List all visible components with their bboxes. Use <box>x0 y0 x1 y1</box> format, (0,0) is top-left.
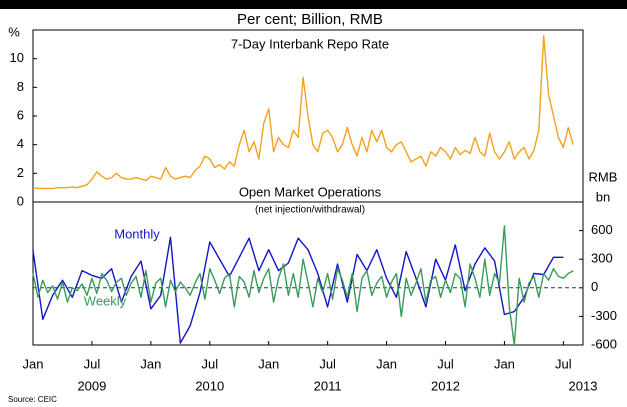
x-tick-label: Jul <box>555 356 572 371</box>
data-line <box>32 236 564 344</box>
data-line <box>32 35 574 190</box>
source: Source: CEIC <box>8 395 57 404</box>
year-label: 2011 <box>314 378 342 393</box>
y-tick-label: 6 <box>17 107 24 122</box>
x-tick-label: Jan <box>23 356 44 371</box>
series-label: Monthly <box>114 226 160 241</box>
y-tick-label: 4 <box>17 136 24 151</box>
panel-subtitle: (net injection/withdrawal) <box>255 205 365 216</box>
top-band <box>0 0 627 9</box>
series-label: Weekly <box>84 293 127 308</box>
y-tick-label: 8 <box>17 79 24 94</box>
y-tick-label: 0 <box>17 193 24 208</box>
y-tick-label: -600 <box>591 336 617 351</box>
x-tick-label: Jul <box>319 356 336 371</box>
x-tick-label: Jul <box>201 356 218 371</box>
x-tick-label: Jan <box>494 356 515 371</box>
panel-title: 7-Day Interbank Repo Rate <box>231 36 389 51</box>
chart-title: Per cent; Billion, RMB <box>237 11 383 28</box>
year-label: 2009 <box>77 378 106 393</box>
y2-axis-label: RMB <box>589 169 618 184</box>
y-axis-label: % <box>8 24 20 39</box>
panel-title: Open Market Operations <box>239 184 382 199</box>
y-tick-label: 0 <box>591 279 598 294</box>
x-tick-label: Jul <box>437 356 454 371</box>
y-tick-label: -300 <box>591 308 617 323</box>
y2-axis-label: bn <box>596 189 610 204</box>
year-label: 2010 <box>195 378 224 393</box>
y-tick-label: 10 <box>10 50 24 65</box>
year-label: 2013 <box>569 378 598 393</box>
y-tick-label: 300 <box>591 251 613 266</box>
x-tick-label: Jan <box>376 356 397 371</box>
x-tick-label: Jul <box>84 356 101 371</box>
y-tick-label: 2 <box>17 165 24 180</box>
x-tick-label: Jan <box>140 356 161 371</box>
y-tick-label: 600 <box>591 222 613 237</box>
year-label: 2012 <box>431 378 460 393</box>
data-line <box>32 225 574 346</box>
x-tick-label: Jan <box>258 356 279 371</box>
